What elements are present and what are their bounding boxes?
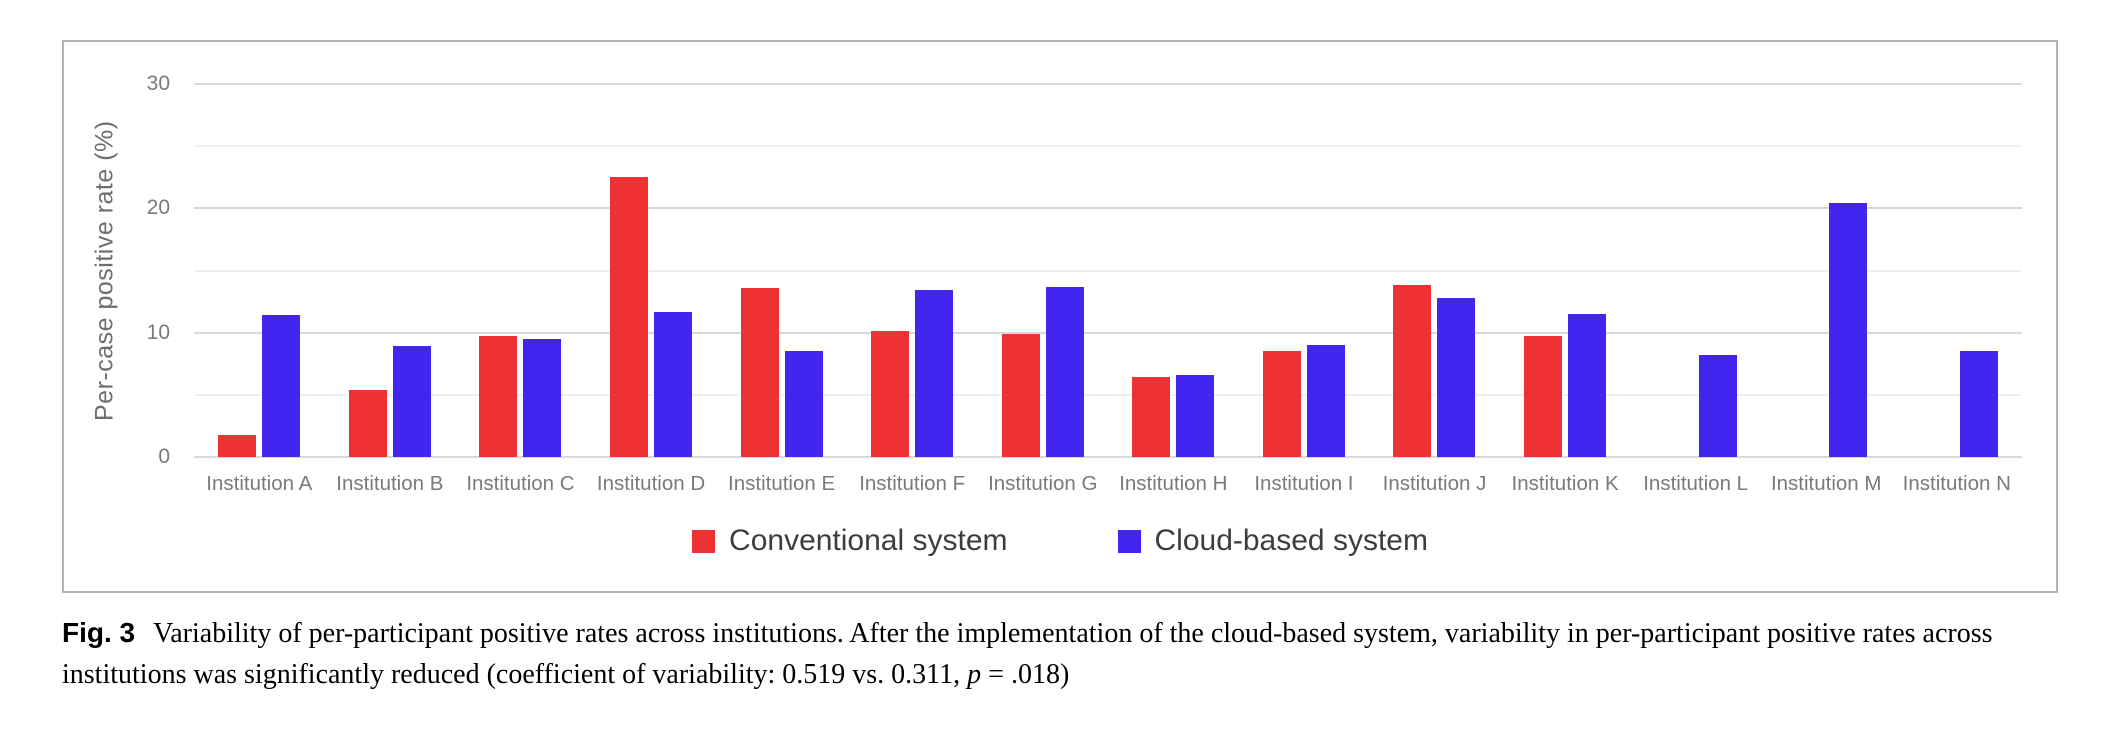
bar-conventional-institution-h (1132, 377, 1171, 457)
bar-conventional-institution-g (1001, 333, 1040, 457)
x-label-institution-c: Institution C (466, 472, 575, 495)
legend-swatch-icon (692, 529, 716, 553)
x-label-institution-k: Institution K (1511, 472, 1619, 495)
gridline-5 (194, 393, 2022, 396)
x-axis-labels: Institution A Institution B Institution C I… (194, 472, 2022, 496)
bar-cloud-based-institution-l (1698, 355, 1737, 457)
gridline-0 (194, 456, 2022, 458)
bar-cloud-based-institution-k (1568, 314, 1607, 457)
bar-group-institution-e (716, 84, 847, 457)
legend-item-cloud-based-system: Cloud-based system (1117, 524, 1428, 558)
bar-cloud-based-institution-c (523, 338, 562, 457)
x-label-institution-h: Institution H (1119, 472, 1228, 495)
caption-tail: = .018) (981, 659, 1070, 690)
caption-body: Variability of per-participant positive … (62, 618, 1993, 690)
bar-conventional-institution-e (740, 287, 779, 457)
bar-group-institution-i (1239, 84, 1370, 457)
x-label-institution-j: Institution J (1382, 472, 1487, 495)
legend-swatch-icon (1117, 529, 1141, 553)
bar-group-institution-g (977, 84, 1108, 457)
bar-group-institution-n (1892, 84, 2023, 457)
gridline-10 (194, 331, 2022, 334)
caption-label: Fig. 3 (62, 617, 136, 648)
bar-group-institution-a (194, 84, 325, 457)
bar-group-institution-h (1108, 84, 1239, 457)
bar-group-institution-k (1500, 84, 1631, 457)
chart-frame: Per-case positive rate (%) 0 10 20 30 Insti… (62, 40, 2058, 593)
bar-cloud-based-institution-f (915, 290, 954, 457)
caption-p-symbol: p (967, 659, 982, 690)
bar-groups (194, 84, 2022, 457)
bar-group-institution-m (1761, 84, 1892, 457)
bar-cloud-based-institution-h (1176, 374, 1215, 457)
bar-cloud-based-institution-j (1437, 297, 1476, 457)
legend-label-conventional-system: Conventional system (729, 524, 1008, 557)
x-label-institution-e: Institution E (728, 472, 836, 495)
bar-conventional-institution-f (871, 331, 910, 457)
bar-group-institution-c (455, 84, 586, 457)
gridline-15 (194, 269, 2022, 272)
bar-conventional-institution-k (1524, 336, 1563, 457)
x-label-institution-m: Institution M (1770, 472, 1882, 495)
gridline-20 (194, 207, 2022, 210)
plot-area (194, 83, 2022, 458)
bar-group-institution-l (1630, 84, 1761, 457)
bar-conventional-institution-b (348, 389, 387, 457)
legend-label-cloud-based-system: Cloud-based system (1154, 524, 1428, 557)
bar-group-institution-d (586, 84, 717, 457)
bar-cloud-based-institution-d (654, 311, 693, 457)
gridline-30 (194, 83, 2022, 85)
bar-cloud-based-institution-b (392, 346, 431, 457)
bar-cloud-based-institution-n (1959, 351, 1998, 457)
legend: Conventional system Cloud-based system (64, 524, 2056, 558)
gridline-25 (194, 145, 2022, 148)
figure-caption: Fig. 3 Variability of per-participant pos… (62, 612, 2072, 695)
x-label-institution-n: Institution N (1902, 472, 2011, 495)
bar-conventional-institution-j (1393, 285, 1432, 457)
x-label-institution-b: Institution B (336, 472, 444, 495)
y-tick-20: 20 (146, 196, 170, 220)
y-tick-0: 0 (158, 445, 170, 468)
bar-conventional-institution-d (610, 177, 649, 457)
x-label-institution-i: Institution I (1254, 472, 1354, 495)
bar-group-institution-f (847, 84, 978, 457)
bar-cloud-based-institution-m (1829, 203, 1868, 457)
bar-conventional-institution-a (218, 434, 257, 457)
bar-conventional-institution-i (1262, 351, 1301, 457)
y-axis-ticks: 0 10 20 30 (64, 72, 170, 468)
bar-group-institution-b (325, 84, 456, 457)
bar-cloud-based-institution-g (1045, 286, 1084, 457)
y-tick-30: 30 (146, 72, 170, 95)
bar-cloud-based-institution-a (262, 315, 301, 457)
x-label-institution-l: Institution L (1643, 472, 1749, 495)
x-label-institution-a: Institution A (206, 472, 313, 495)
bar-group-institution-j (1369, 84, 1500, 457)
legend-item-conventional-system: Conventional system (692, 524, 1008, 558)
bar-cloud-based-institution-e (784, 351, 823, 457)
x-label-institution-g: Institution G (988, 472, 1098, 495)
y-tick-10: 10 (146, 320, 170, 344)
bar-conventional-institution-c (479, 336, 518, 457)
bar-cloud-based-institution-i (1306, 345, 1345, 457)
x-label-institution-f: Institution F (859, 472, 966, 495)
x-label-institution-d: Institution D (596, 472, 706, 495)
